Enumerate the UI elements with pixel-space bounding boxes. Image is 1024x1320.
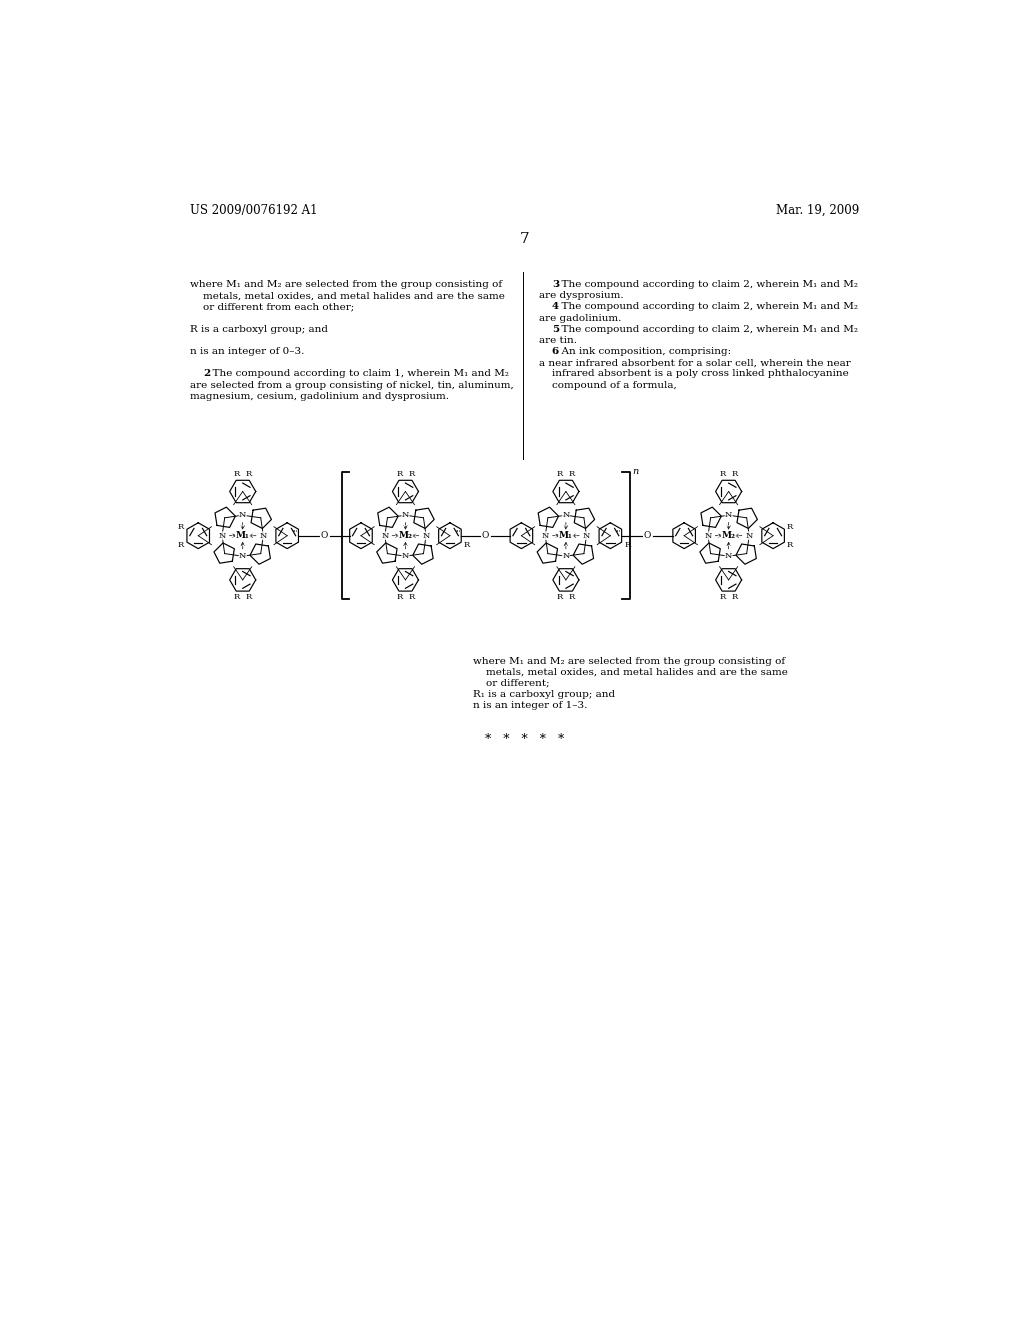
Text: ''': ''' — [293, 529, 298, 537]
Text: R₁ is a carboxyl group; and: R₁ is a carboxyl group; and — [473, 690, 615, 700]
Text: N: N — [562, 552, 569, 560]
Text: are tin.: are tin. — [539, 335, 577, 345]
Text: are gadolinium.: are gadolinium. — [539, 314, 622, 322]
Text: R: R — [409, 470, 415, 478]
Text: n is an integer of 1–3.: n is an integer of 1–3. — [473, 701, 587, 710]
Text: are dysprosium.: are dysprosium. — [539, 292, 624, 300]
Text: a near infrared absorbent for a solar cell, wherein the near: a near infrared absorbent for a solar ce… — [539, 358, 851, 367]
Text: R: R — [732, 594, 738, 602]
Text: . The compound according to claim 1, wherein M₁ and M₂: . The compound according to claim 1, whe… — [206, 370, 509, 379]
Text: where M₁ and M₂ are selected from the group consisting of: where M₁ and M₂ are selected from the gr… — [190, 280, 502, 289]
Text: R: R — [719, 594, 726, 602]
Text: or different from each other;: or different from each other; — [190, 302, 354, 312]
Text: 5: 5 — [552, 325, 559, 334]
Text: R: R — [246, 470, 252, 478]
Text: R: R — [569, 470, 575, 478]
Text: R: R — [396, 470, 402, 478]
Text: N: N — [401, 552, 410, 560]
Text: 7: 7 — [520, 232, 529, 247]
Text: N: N — [260, 532, 267, 540]
Text: or different;: or different; — [473, 678, 550, 688]
Text: R is a carboxyl group; and: R is a carboxyl group; and — [190, 325, 328, 334]
Text: US 2009/0076192 A1: US 2009/0076192 A1 — [190, 205, 317, 218]
Text: R: R — [786, 523, 794, 531]
Text: 2: 2 — [203, 370, 210, 379]
Text: 6: 6 — [552, 347, 559, 356]
Text: N: N — [562, 511, 569, 519]
Text: compound of a formula,: compound of a formula, — [539, 380, 677, 389]
Text: Mar. 19, 2009: Mar. 19, 2009 — [776, 205, 859, 218]
Text: M₁: M₁ — [559, 531, 572, 540]
Text: infrared absorbent is a poly cross linked phthalocyanine: infrared absorbent is a poly cross linke… — [539, 370, 849, 379]
Text: ''': ''' — [456, 529, 461, 537]
Text: N: N — [725, 552, 732, 560]
Text: N: N — [745, 532, 753, 540]
Text: are selected from a group consisting of nickel, tin, aluminum,: are selected from a group consisting of … — [190, 380, 514, 389]
Text: . The compound according to claim 2, wherein M₁ and M₂: . The compound according to claim 2, whe… — [555, 325, 858, 334]
Text: n: n — [633, 467, 639, 477]
Text: N: N — [705, 532, 712, 540]
Text: where M₁ and M₂ are selected from the group consisting of: where M₁ and M₂ are selected from the gr… — [473, 656, 785, 665]
Text: . The compound according to claim 2, wherein M₁ and M₂: . The compound according to claim 2, whe… — [555, 280, 858, 289]
Text: O: O — [321, 531, 328, 540]
Text: R: R — [464, 541, 470, 549]
Text: N: N — [725, 511, 732, 519]
Text: R: R — [233, 470, 240, 478]
Text: R: R — [557, 594, 563, 602]
Text: N: N — [239, 552, 247, 560]
Text: M₁: M₁ — [236, 531, 250, 540]
Text: 3: 3 — [552, 280, 559, 289]
Text: R: R — [625, 541, 631, 549]
Text: R: R — [396, 594, 402, 602]
Text: R: R — [732, 470, 738, 478]
Text: R: R — [233, 594, 240, 602]
Text: N: N — [542, 532, 549, 540]
Text: N: N — [381, 532, 388, 540]
Text: R: R — [409, 594, 415, 602]
Text: N: N — [422, 532, 430, 540]
Text: R: R — [177, 541, 183, 549]
Text: . The compound according to claim 2, wherein M₁ and M₂: . The compound according to claim 2, whe… — [555, 302, 858, 312]
Text: R: R — [246, 594, 252, 602]
Text: M₂: M₂ — [398, 531, 413, 540]
Text: O: O — [643, 531, 651, 540]
Text: M₂: M₂ — [722, 531, 735, 540]
Text: *   *   *   *   *: * * * * * — [485, 733, 564, 746]
Text: magnesium, cesium, gadolinium and dysprosium.: magnesium, cesium, gadolinium and dyspro… — [190, 392, 449, 401]
Text: n is an integer of 0–3.: n is an integer of 0–3. — [190, 347, 304, 356]
Text: . An ink composition, comprising:: . An ink composition, comprising: — [555, 347, 731, 356]
Text: ''': ''' — [615, 529, 622, 537]
Text: R: R — [177, 523, 183, 531]
Text: R: R — [786, 541, 794, 549]
Text: N: N — [583, 532, 590, 540]
Text: R: R — [569, 594, 575, 602]
Text: metals, metal oxides, and metal halides and are the same: metals, metal oxides, and metal halides … — [473, 668, 787, 677]
Text: N: N — [239, 511, 247, 519]
Text: N: N — [401, 511, 410, 519]
Text: N: N — [218, 532, 225, 540]
Text: metals, metal oxides, and metal halides and are the same: metals, metal oxides, and metal halides … — [190, 292, 505, 300]
Text: R: R — [719, 470, 726, 478]
Text: O: O — [482, 531, 489, 540]
Text: R: R — [557, 470, 563, 478]
Text: 4: 4 — [552, 302, 559, 312]
